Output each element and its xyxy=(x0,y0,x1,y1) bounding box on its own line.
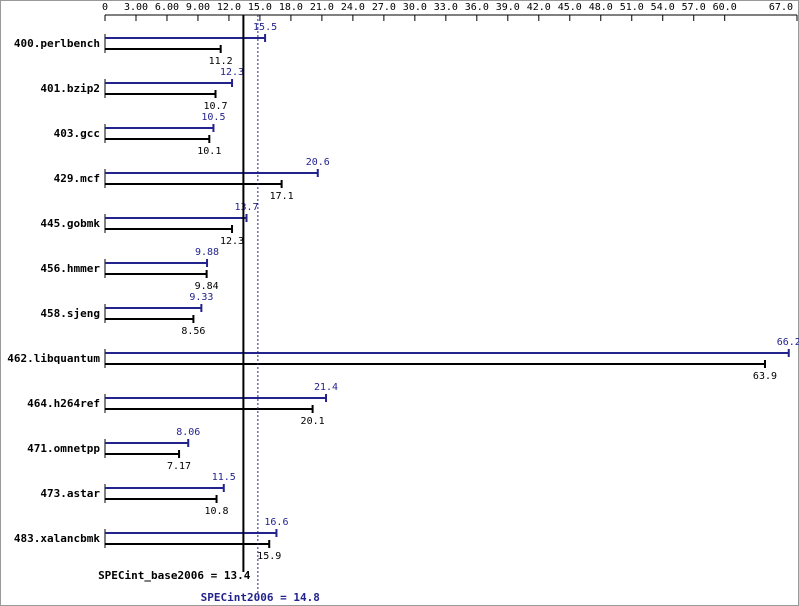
x-tick-label: 67.0 xyxy=(769,2,793,13)
x-tick-label: 24.0 xyxy=(341,2,365,13)
value-label: 63.9 xyxy=(753,371,777,382)
value-label: 11.5 xyxy=(212,472,236,483)
bar xyxy=(105,304,203,312)
bar xyxy=(105,90,217,98)
bar xyxy=(105,45,222,53)
base-summary: SPECint_base2006 = 13.4 xyxy=(98,569,251,582)
value-label: 9.88 xyxy=(195,247,219,258)
x-tick-label: 12.0 xyxy=(217,2,241,13)
x-tick-label: 48.0 xyxy=(589,2,613,13)
value-label: 11.2 xyxy=(209,56,233,67)
x-tick-label: 6.00 xyxy=(155,2,179,13)
category-label: 445.gobmk xyxy=(40,217,100,230)
value-label: 66.2 xyxy=(777,337,799,348)
value-label: 9.33 xyxy=(189,292,213,303)
x-tick-label: 51.0 xyxy=(620,2,644,13)
bar xyxy=(105,349,790,357)
bar xyxy=(105,270,208,278)
bar xyxy=(105,405,314,413)
bar xyxy=(105,484,225,492)
x-tick-label: 57.0 xyxy=(682,2,706,13)
bar xyxy=(105,169,319,177)
category-label: 462.libquantum xyxy=(7,352,100,365)
x-tick-label: 21.0 xyxy=(310,2,334,13)
x-tick-label: 54.0 xyxy=(651,2,675,13)
x-tick-label: 45.0 xyxy=(558,2,582,13)
x-tick-label: 9.00 xyxy=(186,2,210,13)
x-tick-label: 60.0 xyxy=(713,2,737,13)
value-label: 20.1 xyxy=(301,416,325,427)
peak-summary: SPECint2006 = 14.8 xyxy=(201,591,320,604)
bar xyxy=(105,394,328,402)
value-label: 10.7 xyxy=(203,101,227,112)
bar xyxy=(105,439,190,447)
value-label: 13.7 xyxy=(234,202,258,213)
bar xyxy=(105,135,211,143)
bar xyxy=(105,34,267,42)
value-label: 21.4 xyxy=(314,382,338,393)
value-label: 10.1 xyxy=(197,146,221,157)
bar xyxy=(105,79,234,87)
x-tick-label: 27.0 xyxy=(372,2,396,13)
value-label: 9.84 xyxy=(195,281,219,292)
category-label: 456.hmmer xyxy=(40,262,100,275)
x-tick-label: 42.0 xyxy=(527,2,551,13)
bar xyxy=(105,540,271,548)
bar xyxy=(105,495,218,503)
bar xyxy=(105,180,283,188)
category-label: 473.astar xyxy=(40,487,100,500)
value-label: 12.3 xyxy=(220,67,244,78)
value-label: 16.6 xyxy=(264,517,288,528)
value-label: 8.56 xyxy=(181,326,205,337)
category-label: 429.mcf xyxy=(54,172,100,185)
value-label: 8.06 xyxy=(176,427,200,438)
bar xyxy=(105,124,215,132)
value-label: 17.1 xyxy=(270,191,294,202)
value-label: 15.9 xyxy=(257,551,281,562)
category-label: 400.perlbench xyxy=(14,37,100,50)
x-tick-label: 30.0 xyxy=(403,2,427,13)
x-tick-label: 3.00 xyxy=(124,2,148,13)
category-label: 464.h264ref xyxy=(27,397,100,410)
value-label: 15.5 xyxy=(253,22,277,33)
bar xyxy=(105,259,209,267)
x-tick-label: 36.0 xyxy=(465,2,489,13)
value-label: 10.5 xyxy=(201,112,225,123)
category-label: 401.bzip2 xyxy=(40,82,100,95)
category-label: 483.xalancbmk xyxy=(14,532,100,545)
value-label: 7.17 xyxy=(167,461,191,472)
x-tick-label: 15.0 xyxy=(248,2,272,13)
bar xyxy=(105,225,234,233)
x-tick-label: 33.0 xyxy=(434,2,458,13)
category-label: 403.gcc xyxy=(54,127,100,140)
value-label: 10.8 xyxy=(204,506,228,517)
bar xyxy=(105,315,195,323)
x-tick-label: 18.0 xyxy=(279,2,303,13)
value-label: 12.3 xyxy=(220,236,244,247)
x-tick-label: 39.0 xyxy=(496,2,520,13)
bar xyxy=(105,360,766,368)
category-label: 471.omnetpp xyxy=(27,442,100,455)
value-label: 20.6 xyxy=(306,157,330,168)
category-label: 458.sjeng xyxy=(40,307,100,320)
bar xyxy=(105,214,248,222)
bar xyxy=(105,529,278,537)
x-tick-label: 0 xyxy=(102,2,108,13)
bar xyxy=(105,450,181,458)
